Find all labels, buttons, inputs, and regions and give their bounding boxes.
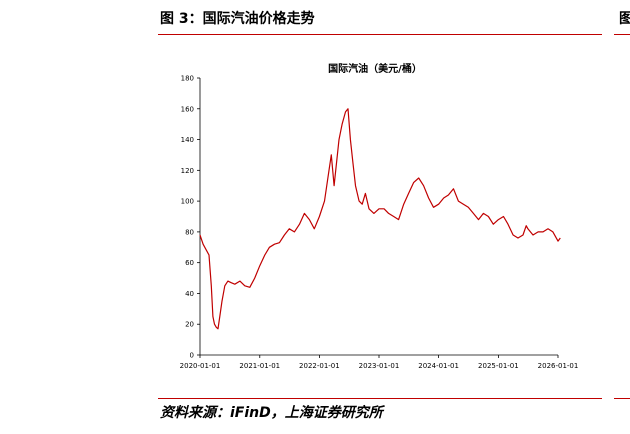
x-tick-label: 2023-01-01 — [359, 362, 400, 370]
plot-area — [199, 108, 561, 330]
y-tick-label: 100 — [181, 198, 194, 206]
y-tick-label: 140 — [181, 136, 194, 144]
x-axis: 2020-01-01 2021-01-01 2022-01-01 2023-01-01… — [180, 354, 579, 370]
y-tick-label: 80 — [185, 228, 194, 236]
y-tick-label: 20 — [185, 321, 194, 329]
y-tick-label: 40 — [185, 290, 194, 298]
y-tick-label: 0 — [190, 352, 194, 360]
x-tick-label: 2021-01-01 — [239, 362, 280, 370]
adjacent-figure-title-stub: 图 — [619, 11, 630, 27]
source-divider — [158, 398, 602, 399]
y-tick-label: 60 — [185, 259, 194, 267]
adjacent-figure-divider — [614, 34, 630, 35]
title-divider — [158, 34, 602, 35]
source-note: 资料来源：iFinD，上海证券研究所 — [160, 405, 383, 421]
x-tick-label: 2020-01-01 — [180, 362, 221, 370]
series-line — [199, 108, 561, 330]
x-tick-label: 2026-01-01 — [538, 362, 579, 370]
y-tick-label: 160 — [181, 105, 194, 113]
chart-title: 国际汽油（美元/桶） — [328, 62, 422, 75]
x-tick-label: 2022-01-01 — [299, 362, 340, 370]
figure-title: 图 3：国际汽油价格走势 — [160, 11, 315, 27]
y-tick-label: 180 — [181, 75, 194, 83]
x-tick-label: 2024-01-01 — [418, 362, 459, 370]
adjacent-source-divider — [614, 398, 630, 399]
y-axis: 0 20 40 60 80 100 120 140 160 180 — [181, 75, 201, 360]
x-tick-label: 2025-01-01 — [478, 362, 519, 370]
y-tick-label: 120 — [181, 167, 194, 175]
